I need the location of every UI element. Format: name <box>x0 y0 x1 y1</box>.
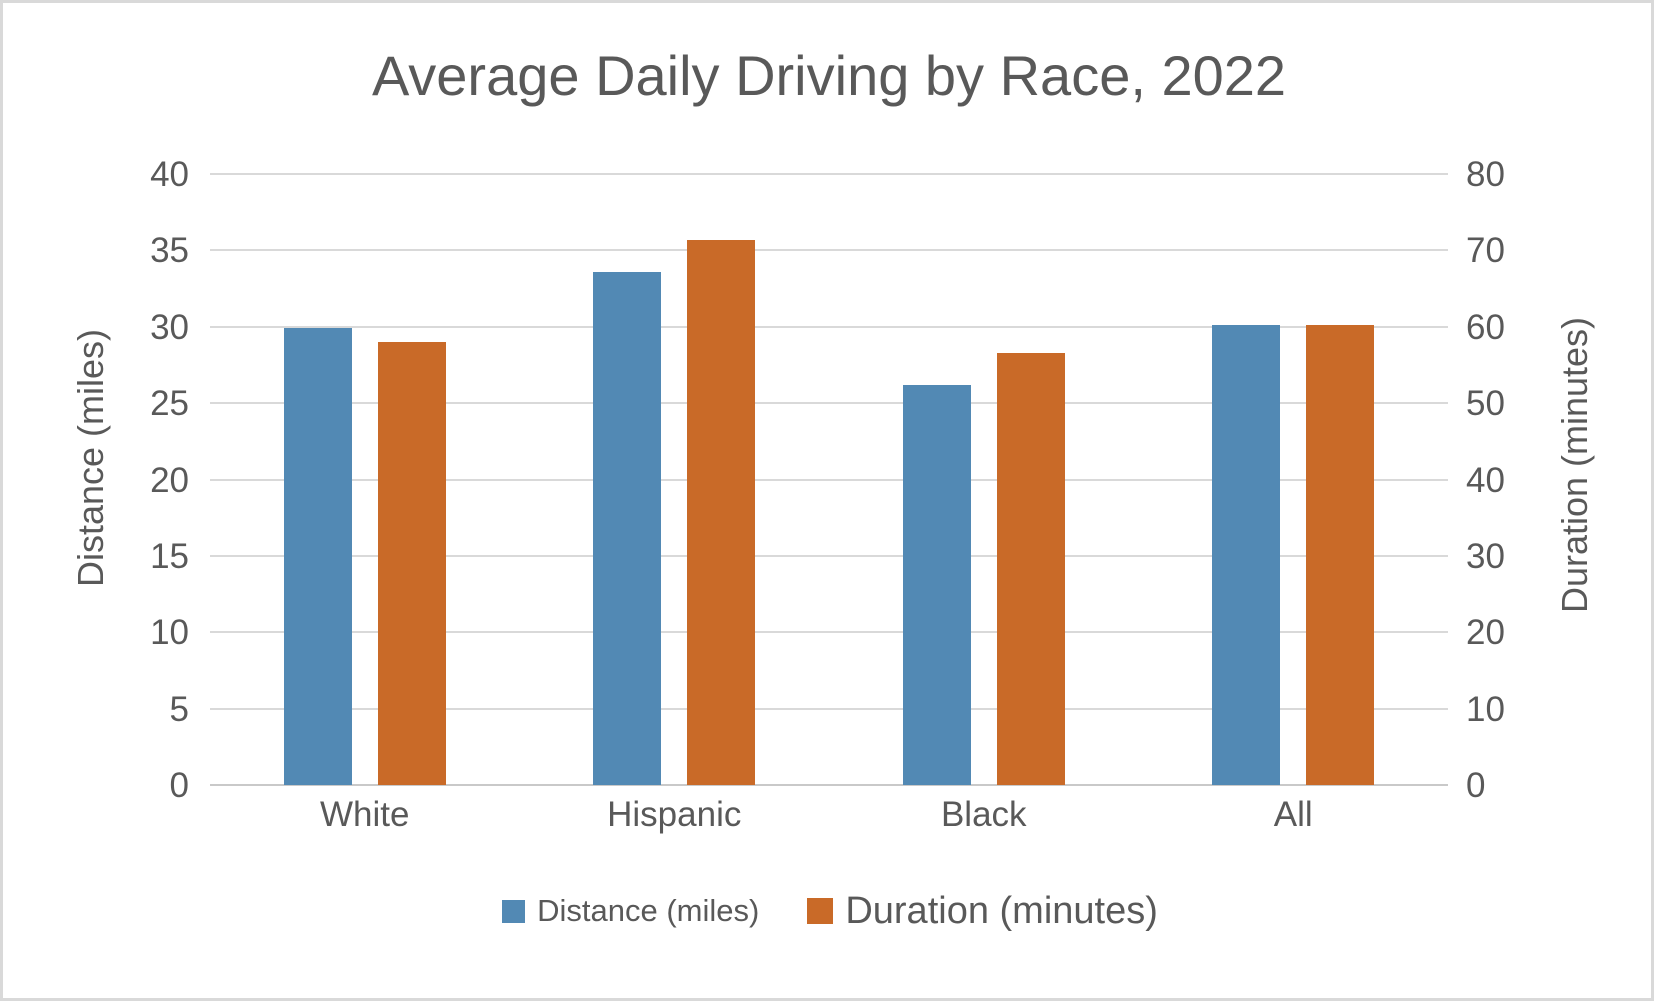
category-label-all: All <box>1273 795 1313 834</box>
bar-distance-hispanic <box>593 271 662 785</box>
tick-label-15: 15 <box>150 536 189 576</box>
tick-label-5: 5 <box>169 689 189 729</box>
legend-swatch-icon <box>502 899 526 923</box>
gridline-40 <box>210 173 1448 175</box>
tick-label-50: 50 <box>1466 384 1505 424</box>
tick-label-40: 40 <box>150 155 189 194</box>
tick-label-70: 70 <box>1466 231 1505 271</box>
legend-item-duration: Duration (minutes) <box>807 890 1158 933</box>
legend-swatch-icon <box>807 898 834 924</box>
bar-duration-white <box>377 342 446 785</box>
tick-label-0: 0 <box>169 766 189 805</box>
category-label-hispanic: Hispanic <box>607 795 742 834</box>
bar-distance-black <box>902 384 971 785</box>
gridline-15 <box>210 554 1448 557</box>
bar-distance-all <box>1212 325 1281 785</box>
right-axis-tick-labels: 0 10 20 30 40 50 60 70 80 <box>1466 157 1586 803</box>
plot-area <box>210 173 1448 786</box>
tick-label-25: 25 <box>150 384 189 424</box>
chart-title: Average Daily Driving by Race, 2022 <box>371 44 1287 107</box>
x-axis-category-labels: White Hispanic Black All <box>210 795 1448 845</box>
bar-duration-all <box>1306 325 1375 785</box>
tick-label-80: 80 <box>1466 155 1505 194</box>
category-label-black: Black <box>940 795 1027 834</box>
bar-duration-black <box>996 352 1065 785</box>
legend: Distance (miles) Duration (minutes) <box>3 881 1654 941</box>
tick-label-0: 0 <box>1466 766 1486 805</box>
legend-item-distance: Distance (miles) <box>502 893 759 929</box>
category-label-white: White <box>320 795 410 834</box>
tick-label-10: 10 <box>150 613 189 653</box>
gridline-10 <box>210 631 1448 634</box>
legend-label: Duration (minutes) <box>845 889 1158 932</box>
bar-distance-white <box>283 328 352 785</box>
tick-label-10: 10 <box>1466 689 1505 729</box>
tick-label-40: 40 <box>1466 460 1505 500</box>
gridline-0 <box>210 784 1448 786</box>
tick-label-20: 20 <box>1466 613 1505 653</box>
gridline-5 <box>210 707 1448 710</box>
tick-label-30: 30 <box>150 307 189 347</box>
gridline-25 <box>210 402 1448 405</box>
tick-label-20: 20 <box>150 460 189 500</box>
left-axis-tick-labels: 0 5 10 15 20 25 30 35 40 <box>3 157 189 803</box>
tick-label-30: 30 <box>1466 536 1505 576</box>
bar-duration-hispanic <box>687 239 756 785</box>
gridline-20 <box>210 478 1448 481</box>
tick-label-60: 60 <box>1466 307 1505 347</box>
legend-label: Distance (miles) <box>537 893 760 928</box>
gridline-30 <box>210 325 1448 328</box>
gridline-35 <box>210 249 1448 252</box>
tick-label-35: 35 <box>150 231 189 271</box>
